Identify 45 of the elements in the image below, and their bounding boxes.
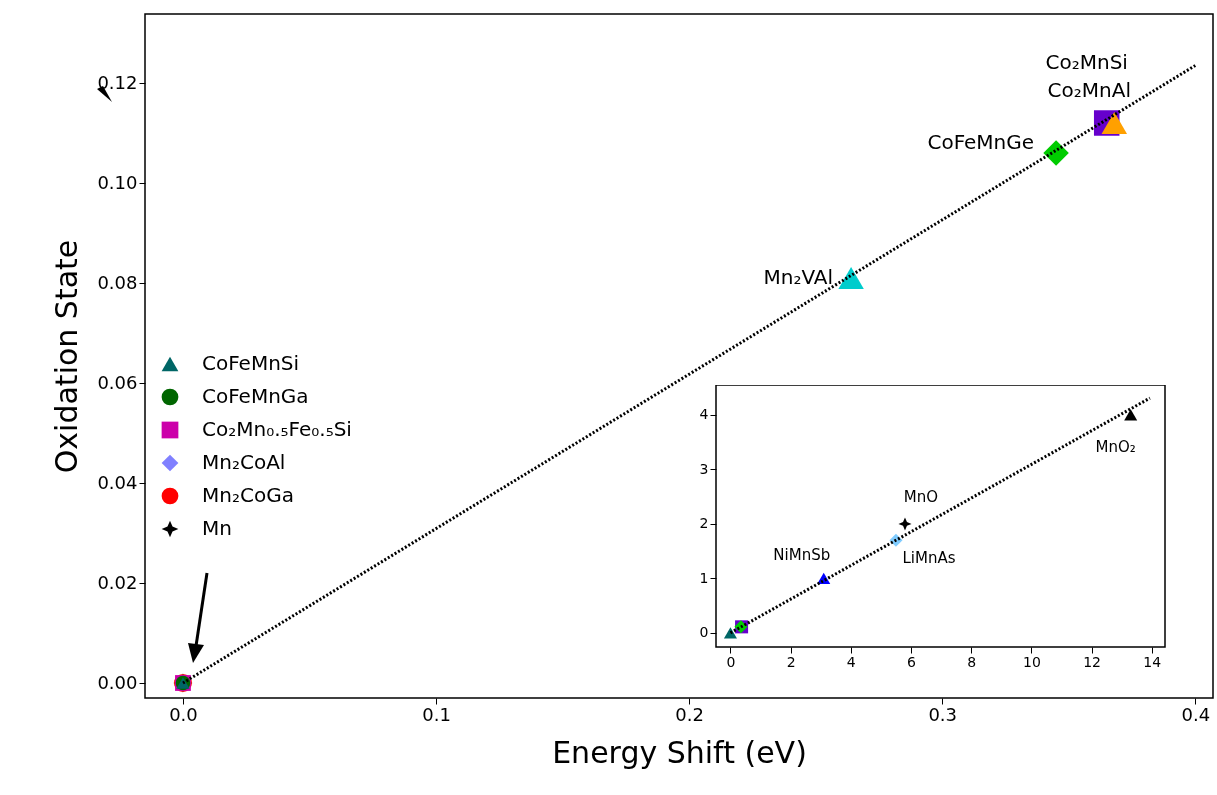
x-tick-label: 0.0 [169, 703, 198, 725]
annotation: Co₂MnAl [1047, 78, 1131, 102]
x-tick-label: 4 [846, 653, 856, 670]
x-tick-label: 0.3 [928, 703, 958, 725]
annotation: LiMnAs [902, 549, 956, 568]
y-tick-label: 0.04 [97, 471, 138, 493]
y-tick-label: 3 [699, 460, 709, 477]
point [898, 517, 912, 531]
y-tick-label: 0.00 [97, 671, 138, 693]
x-tick-label: 12 [1083, 653, 1101, 670]
x-tick-label: 8 [967, 653, 977, 670]
x-tick-label: 14 [1143, 653, 1162, 670]
point [1124, 409, 1138, 421]
annotation: CoFeMnGe [927, 130, 1035, 154]
y-axis-title: Oxidation State [49, 239, 85, 474]
x-tick-label: 0.4 [1181, 703, 1211, 725]
annotation: Co₂MnSi [1045, 50, 1128, 74]
legend-label: Mn₂CoAl [202, 450, 286, 474]
y-tick-label: 0.02 [97, 571, 138, 593]
annotation: MnO [903, 487, 939, 506]
legend-label: Mn₂CoGa [202, 483, 294, 507]
y-tick-label: 0.08 [97, 271, 138, 293]
y-tick-label: 0.06 [97, 371, 138, 393]
y-tick-label: 0 [699, 624, 709, 641]
x-tick-label: 10 [1022, 653, 1041, 670]
legend-label: Mn [202, 516, 232, 540]
x-axis-title: Energy Shift (eV) [552, 734, 807, 770]
legend-label: CoFeMnGa [202, 384, 309, 408]
x-tick-label: 0 [726, 653, 736, 670]
annotation: Mn₂VAl [763, 265, 834, 289]
legend-label: CoFeMnSi [202, 351, 300, 375]
y-tick-label: 2 [699, 515, 709, 532]
y-tick-label: 4 [699, 406, 709, 423]
x-tick-label: 0.2 [675, 703, 704, 725]
annotation: NiMnSb [773, 546, 831, 565]
annotation: MnO₂ [1095, 437, 1136, 456]
x-tick-label: 6 [907, 653, 917, 670]
legend-label: Co₂Mn₀.₅Fe₀.₅Si [202, 417, 352, 441]
y-tick-label: 0.12 [97, 71, 138, 93]
x-tick-label: 0.1 [422, 703, 451, 725]
y-tick-label: 0.10 [97, 171, 138, 193]
point [1101, 111, 1128, 135]
point [838, 266, 864, 290]
x-tick-label: 2 [786, 653, 796, 670]
y-tick-label: 1 [699, 569, 709, 586]
